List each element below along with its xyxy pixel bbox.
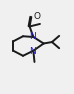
Text: O: O bbox=[33, 12, 40, 21]
Text: N: N bbox=[29, 47, 36, 56]
Text: N: N bbox=[29, 32, 36, 41]
